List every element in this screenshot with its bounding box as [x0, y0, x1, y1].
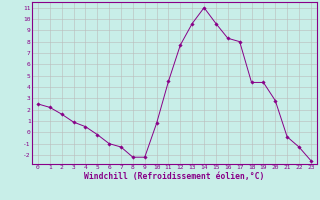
X-axis label: Windchill (Refroidissement éolien,°C): Windchill (Refroidissement éolien,°C)	[84, 172, 265, 181]
